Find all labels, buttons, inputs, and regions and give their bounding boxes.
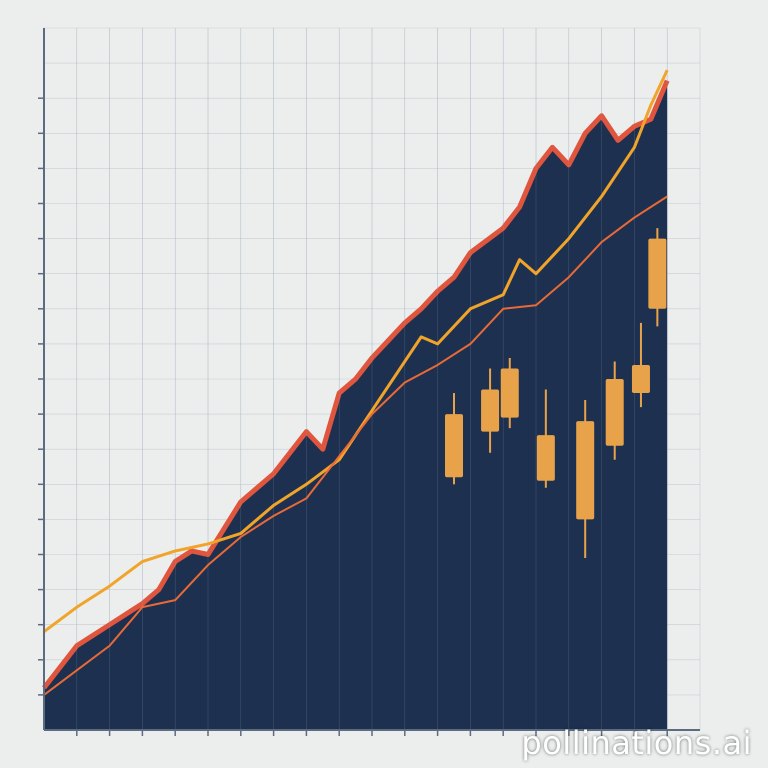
candlestick [445, 393, 463, 485]
candlesticks [445, 228, 667, 559]
candle-body [445, 414, 463, 478]
lower-trend-line [43, 195, 668, 696]
candle-body [536, 435, 555, 481]
area-series [42, 28, 670, 730]
candlestick [536, 389, 555, 488]
chart-axes [38, 28, 700, 736]
candlestick [648, 228, 667, 327]
candlestick [605, 361, 624, 460]
candlestick [500, 357, 519, 429]
candle-body [481, 389, 500, 432]
candle-body [605, 379, 624, 446]
line-series [43, 69, 669, 696]
candlestick [576, 400, 595, 559]
watermark: pollinations.ai [521, 724, 752, 762]
candlestick [481, 368, 500, 453]
candle-body [631, 364, 650, 394]
upper-trend-line [43, 69, 669, 633]
area-edge-line [42, 79, 670, 690]
candle-body [576, 421, 595, 520]
candle-body [648, 238, 667, 309]
candle-body [500, 368, 519, 418]
area-fill [44, 80, 668, 730]
candlestick [631, 322, 650, 408]
